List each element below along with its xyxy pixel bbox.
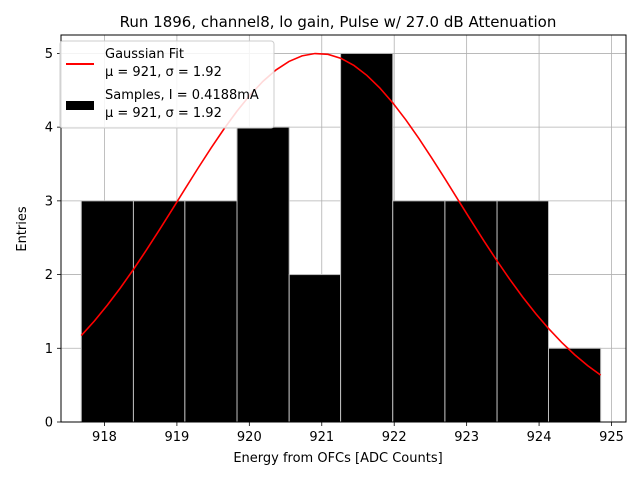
y-tick-label: 4 bbox=[45, 121, 53, 136]
legend-samples-swatch bbox=[66, 101, 94, 110]
legend-samples-label: Samples, I = 0.4188mA bbox=[105, 88, 259, 103]
histogram-bar bbox=[547, 347, 602, 423]
y-tick-label: 0 bbox=[45, 416, 53, 431]
histogram-bar bbox=[80, 200, 134, 423]
x-tick-label: 920 bbox=[237, 430, 262, 445]
legend: Gaussian Fit μ = 921, σ = 1.92 Samples, … bbox=[59, 40, 275, 129]
bars-layer bbox=[80, 52, 602, 423]
x-tick-label: 918 bbox=[92, 430, 117, 445]
legend-samples-stats: μ = 921, σ = 1.92 bbox=[105, 106, 222, 121]
gaussian-fit-line bbox=[80, 52, 602, 376]
x-tick-label: 924 bbox=[527, 430, 552, 445]
x-axis-ticks: 918 919 920 921 922 923 924 925 bbox=[92, 422, 624, 445]
y-axis-label: Entries bbox=[15, 206, 30, 252]
x-axis-label: Energy from OFCs [ADC Counts] bbox=[233, 451, 442, 466]
legend-box bbox=[59, 40, 275, 129]
plot-frame bbox=[60, 34, 627, 423]
histogram-bar bbox=[392, 200, 446, 423]
legend-fit-stats: μ = 921, σ = 1.92 bbox=[105, 65, 222, 80]
y-axis-ticks: 0 1 2 3 4 5 bbox=[45, 47, 61, 431]
y-tick-label: 5 bbox=[45, 47, 53, 62]
fit-layer bbox=[80, 52, 602, 376]
histogram-bar bbox=[340, 52, 394, 423]
y-tick-label: 1 bbox=[45, 342, 53, 357]
histogram-bar bbox=[496, 200, 549, 423]
histogram-bar bbox=[444, 200, 498, 423]
histogram-bar bbox=[288, 274, 342, 423]
x-tick-label: 925 bbox=[599, 430, 624, 445]
histogram-bar bbox=[184, 200, 238, 423]
y-tick-label: 3 bbox=[45, 194, 53, 209]
histogram-bar bbox=[132, 200, 186, 423]
histogram-bar bbox=[236, 126, 290, 423]
legend-fit-label: Gaussian Fit bbox=[105, 47, 184, 62]
x-tick-label: 921 bbox=[309, 430, 334, 445]
chart-title: Run 1896, channel8, lo gain, Pulse w/ 27… bbox=[120, 13, 557, 31]
y-tick-label: 2 bbox=[45, 268, 53, 283]
x-tick-label: 922 bbox=[382, 430, 407, 445]
x-tick-label: 919 bbox=[164, 430, 189, 445]
x-tick-label: 923 bbox=[454, 430, 479, 445]
